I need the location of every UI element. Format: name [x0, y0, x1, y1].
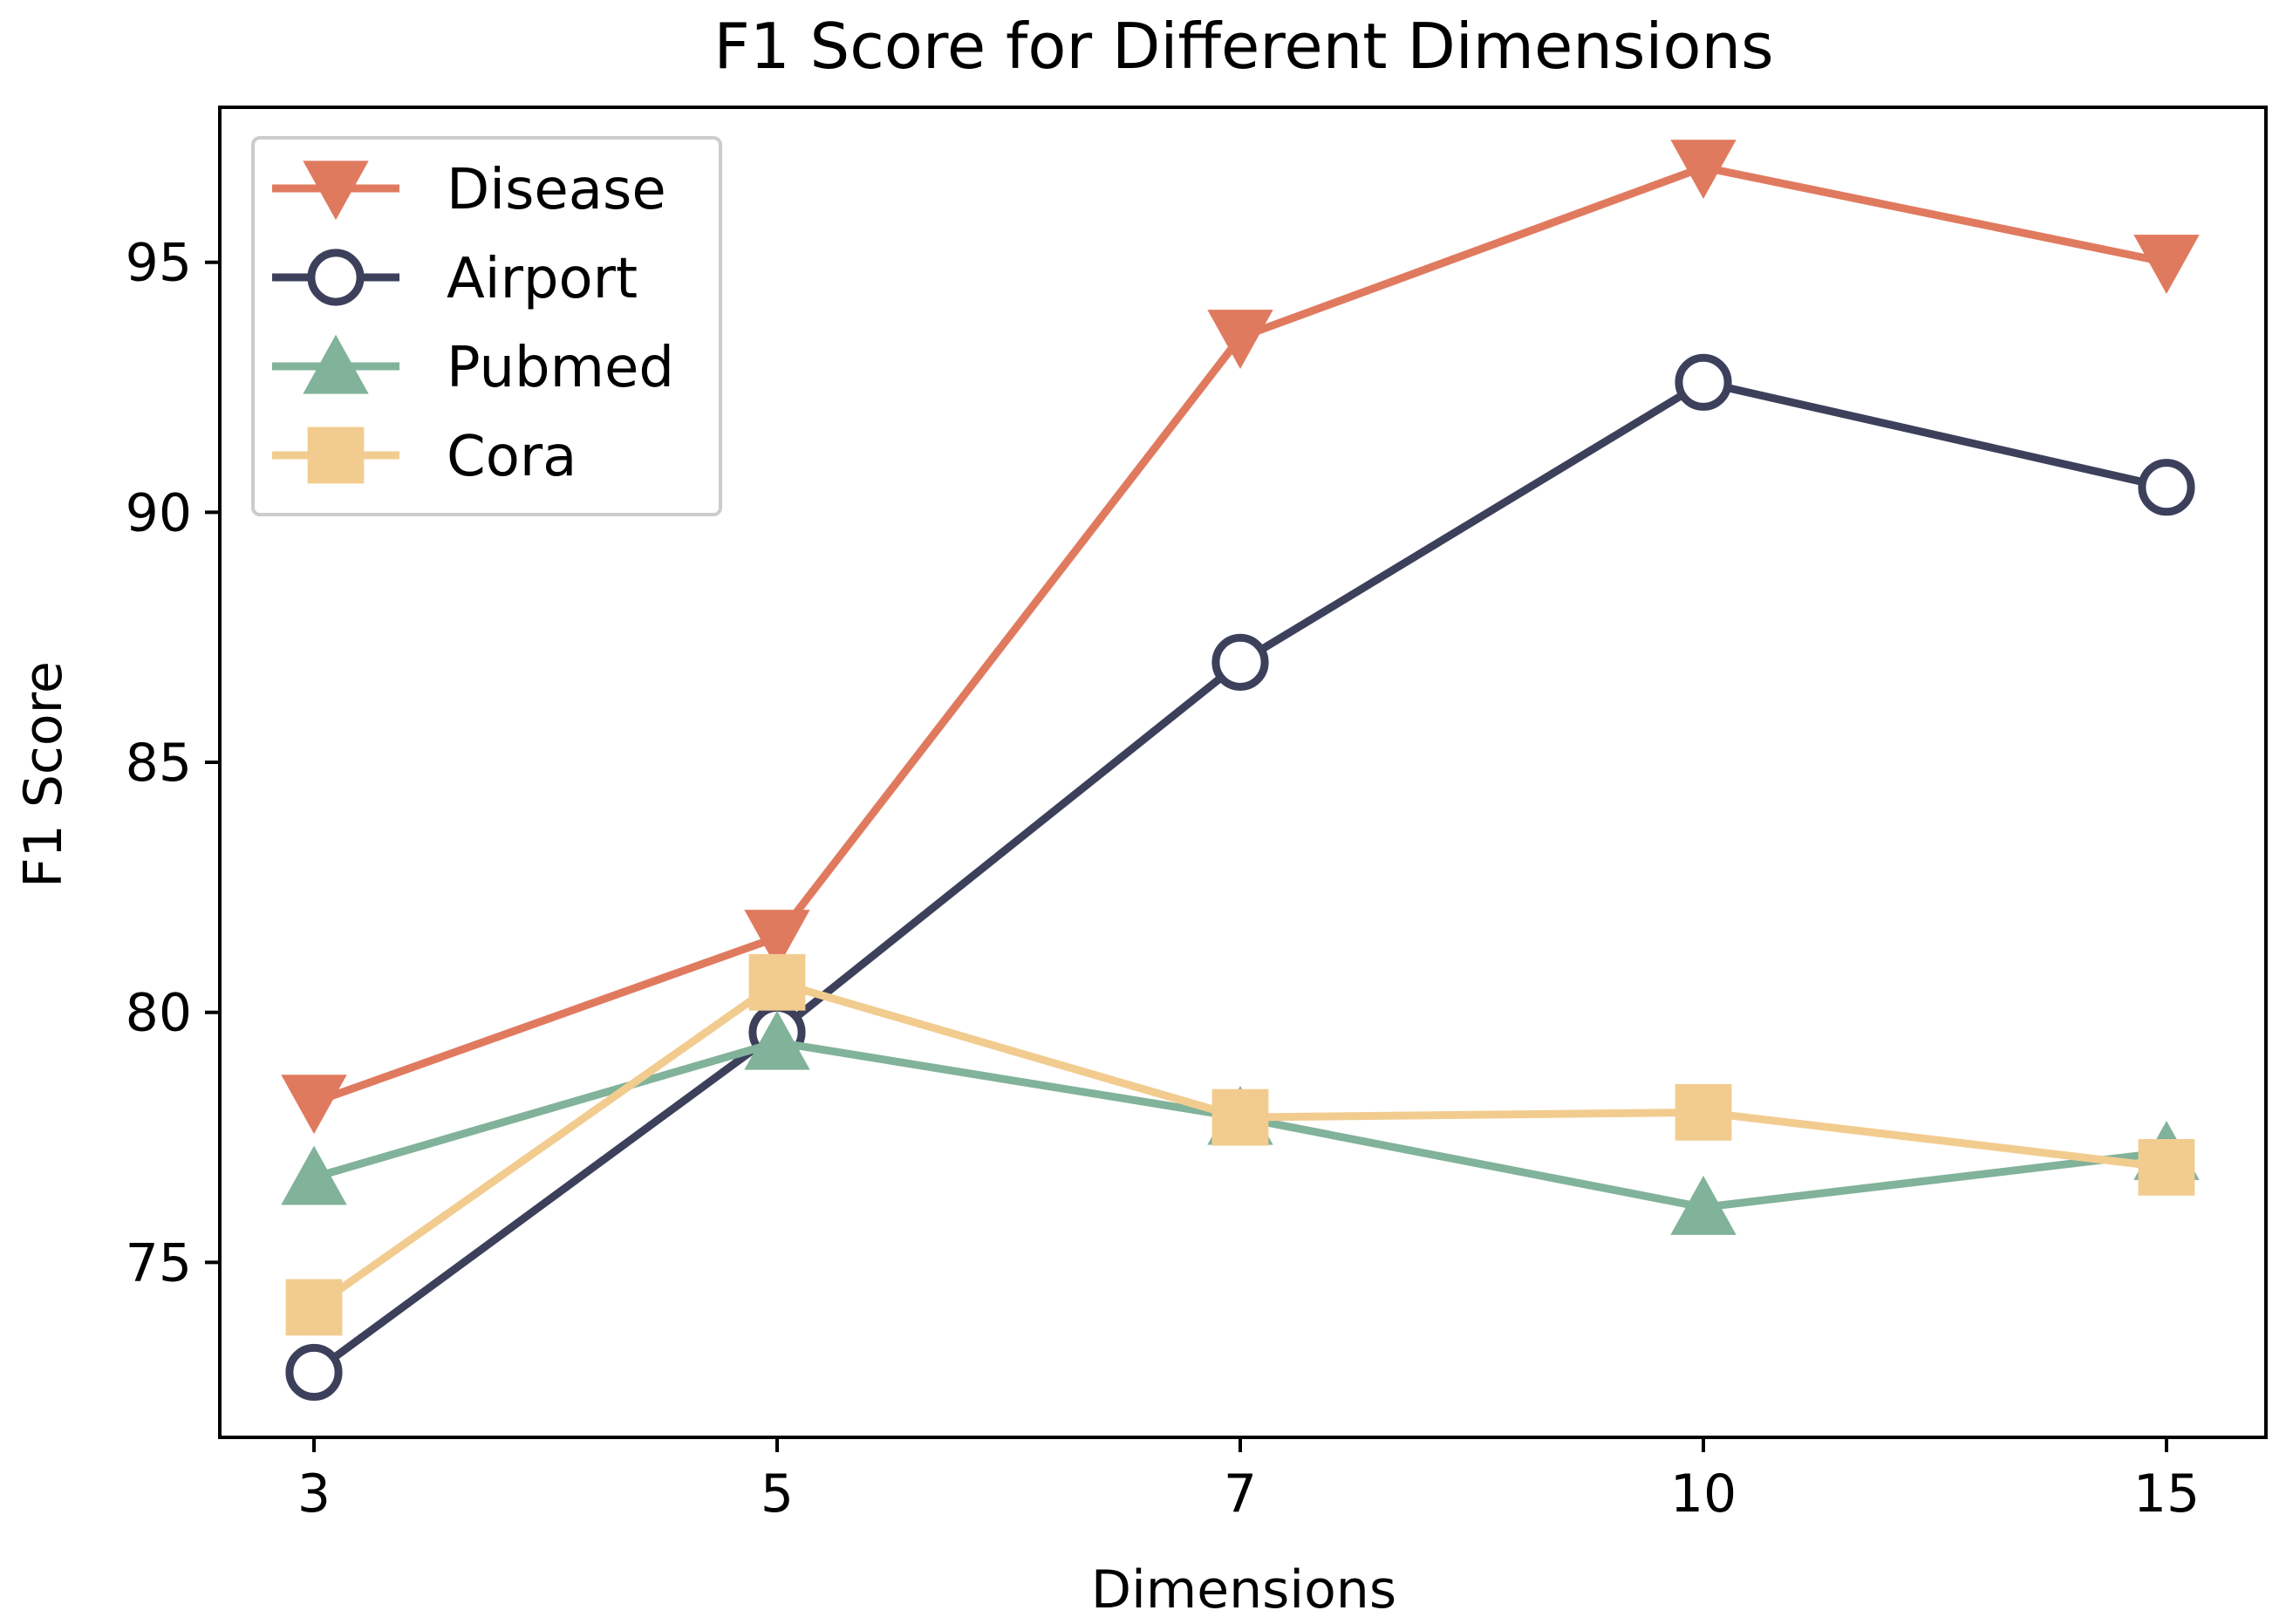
legend-label-cora: Cora — [447, 425, 577, 489]
data-point-airport — [1675, 353, 1732, 411]
data-point-disease — [744, 910, 810, 969]
x-axis-title: Dimensions — [1091, 1559, 1396, 1621]
data-point-cora — [1675, 1083, 1732, 1141]
x-tick-label: 15 — [2133, 1464, 2200, 1525]
plot-frame — [218, 106, 2268, 1439]
legend-label-pubmed: Pubmed — [447, 336, 674, 400]
legend-marker-disease — [303, 160, 369, 221]
x-tick-label: 3 — [297, 1464, 331, 1525]
legend-entry-airport: Airport — [272, 247, 638, 311]
y-tick-label: 80 — [126, 983, 192, 1044]
data-point-pubmed — [744, 1010, 810, 1070]
data-point-disease — [281, 1075, 347, 1135]
data-point-cora — [748, 953, 806, 1011]
data-point-cora — [1211, 1088, 1269, 1146]
series-line-airport — [310, 378, 2171, 1376]
y-tick-label: 85 — [126, 733, 192, 794]
data-point-pubmed — [281, 1145, 347, 1205]
legend-marker-airport — [307, 249, 365, 306]
y-tick-label: 95 — [126, 233, 192, 294]
data-point-airport — [285, 1343, 343, 1402]
x-tick-label: 5 — [761, 1464, 794, 1525]
legend-label-airport: Airport — [447, 247, 638, 311]
x-tick-label: 10 — [1670, 1464, 1737, 1525]
x-tick-label: 7 — [1224, 1464, 1257, 1525]
data-point-disease — [1670, 140, 1737, 200]
y-tick-label: 75 — [126, 1232, 192, 1293]
legend-marker-cora — [307, 426, 365, 484]
y-axis-title: F1 Score — [13, 661, 74, 888]
y-tick-label: 90 — [126, 482, 192, 543]
legend-marker-pubmed — [303, 334, 369, 394]
data-point-pubmed — [1670, 1176, 1737, 1235]
legend-entry-disease: Disease — [272, 158, 666, 222]
legend-label-disease: Disease — [447, 158, 666, 222]
legend-box — [251, 136, 722, 516]
legend-entry-pubmed: Pubmed — [272, 334, 674, 400]
legend: Disease Airport Pubmed Cora — [251, 136, 722, 516]
chart-title: F1 Score for Different Dimensions — [713, 10, 1773, 83]
data-point-cora — [285, 1279, 343, 1336]
data-point-cora — [2138, 1139, 2195, 1196]
data-point-airport — [1211, 633, 1269, 691]
data-point-disease — [1207, 310, 1273, 369]
data-point-airport — [2138, 459, 2195, 516]
data-point-disease — [2133, 235, 2200, 294]
legend-entry-cora: Cora — [272, 425, 577, 489]
